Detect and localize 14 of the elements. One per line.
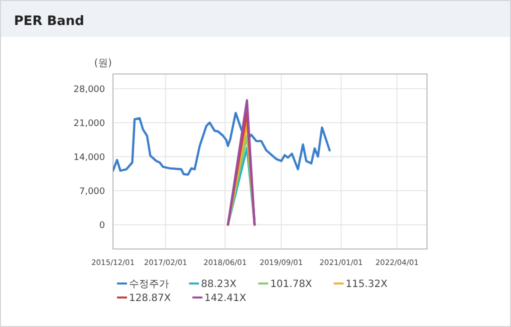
- y-tick-label: 21,000: [74, 119, 106, 130]
- legend-label: 128.87X: [129, 293, 171, 304]
- chart-title: PER Band: [14, 14, 84, 29]
- y-tick-label: 0: [99, 221, 106, 232]
- line-series: [113, 112, 331, 176]
- legend-label: 88.23X: [201, 279, 237, 290]
- y-axis-title: (원): [94, 58, 112, 69]
- y-tick-label: 7,000: [79, 187, 106, 198]
- legend-label: 142.41X: [204, 293, 246, 304]
- legend-label: 수정주가: [129, 279, 169, 290]
- y-tick-label: 28,000: [74, 85, 106, 96]
- legend-label: 115.32X: [346, 279, 388, 290]
- y-tick-label: 14,000: [74, 153, 106, 164]
- legend-label: 101.78X: [270, 279, 312, 290]
